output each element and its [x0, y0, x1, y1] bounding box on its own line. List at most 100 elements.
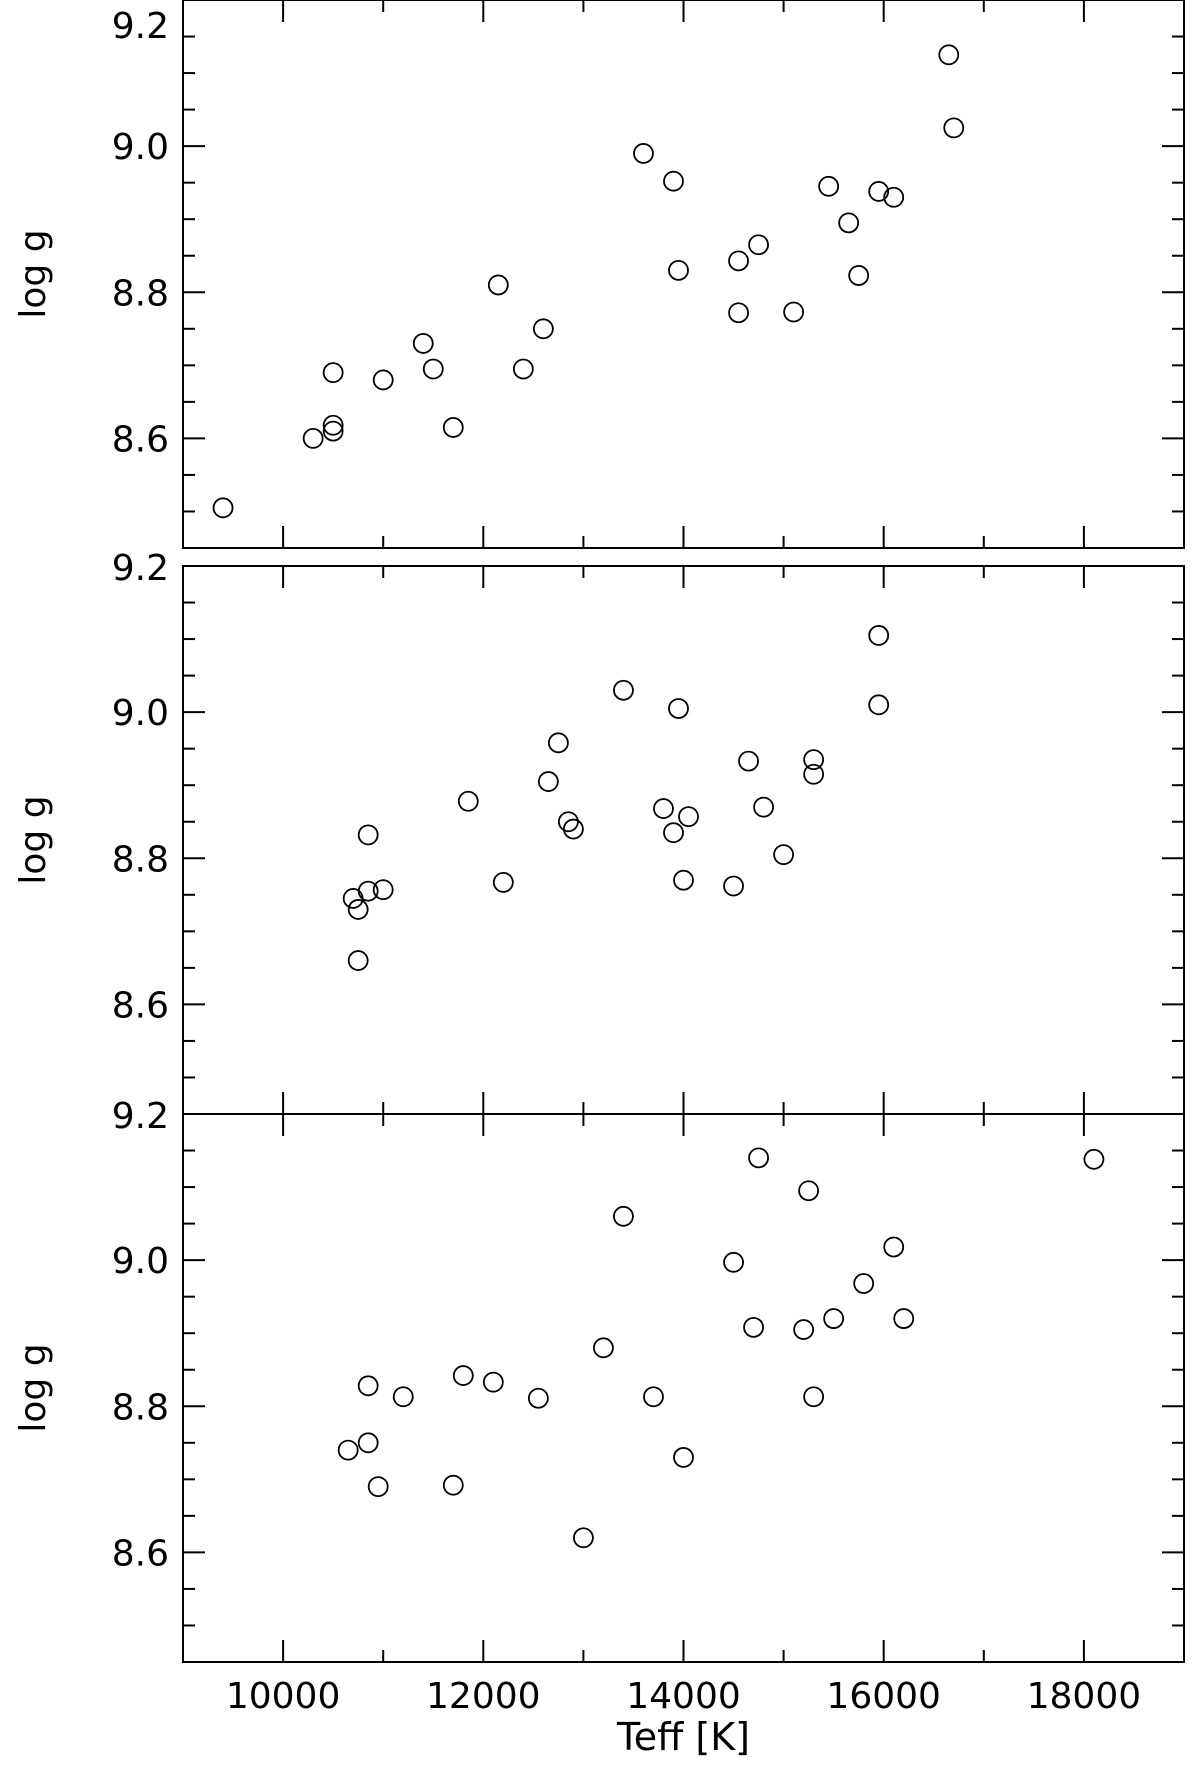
panel-frame	[182, 1113, 1185, 1663]
data-point	[883, 1236, 905, 1258]
data-point	[798, 1180, 820, 1202]
data-point	[818, 175, 840, 197]
data-point	[653, 798, 674, 819]
data-point	[342, 888, 364, 909]
data-point	[532, 318, 554, 340]
data-point	[793, 1319, 815, 1340]
data-point	[452, 1365, 474, 1386]
data-point	[803, 763, 825, 785]
data-point	[357, 880, 379, 902]
y-tick-label-top: 9.2	[112, 6, 169, 47]
data-point	[803, 749, 825, 771]
data-point	[392, 1386, 414, 1408]
data-point	[593, 1337, 614, 1359]
data-point	[322, 420, 344, 442]
data-point	[868, 181, 890, 202]
x-tick-label: 14000	[626, 1676, 741, 1717]
y-tick-label: 9.0	[112, 1241, 169, 1282]
data-point	[422, 358, 444, 380]
data-point	[492, 871, 514, 893]
data-point	[337, 1439, 359, 1461]
data-point	[728, 250, 749, 272]
data-point	[783, 301, 805, 323]
data-point	[357, 1375, 379, 1397]
y-tick-label: 8.8	[112, 839, 169, 880]
data-point	[347, 899, 369, 920]
data-point	[1083, 1148, 1105, 1170]
data-point	[938, 44, 960, 66]
data-point	[748, 234, 769, 256]
y-tick-label-top: 9.2	[112, 548, 169, 589]
y-axis-label: log g	[13, 229, 54, 318]
data-point	[212, 497, 234, 519]
data-point	[673, 1447, 694, 1468]
data-point	[743, 1316, 764, 1338]
y-tick-label: 8.6	[112, 419, 169, 460]
x-tick-label: 12000	[426, 1676, 541, 1717]
y-tick-label: 8.6	[112, 1533, 169, 1574]
data-point	[573, 1527, 594, 1549]
panel-2: 8.6 8.8 9.0 9.2 log g	[13, 548, 1185, 1115]
panel-3: 8.6 8.8 9.0 9.2 log g 10000 12000 14000 16000 180…	[13, 1096, 1185, 1759]
y-tick-label: 9.0	[112, 127, 169, 168]
data-point	[527, 1387, 549, 1409]
data-point	[613, 1205, 634, 1227]
data-point	[943, 117, 965, 139]
y-tick-label-top: 9.2	[112, 1096, 169, 1137]
y-tick-label: 8.8	[112, 1387, 169, 1428]
data-point	[868, 625, 890, 646]
data-point	[643, 1386, 664, 1408]
data-point	[748, 1147, 769, 1169]
data-point	[678, 806, 699, 828]
data-point	[347, 950, 369, 971]
data-point	[482, 1371, 504, 1393]
data-point	[442, 417, 464, 438]
data-point	[302, 427, 324, 449]
data-point	[668, 698, 689, 719]
data-point	[848, 265, 870, 286]
data-point	[322, 362, 344, 384]
data-point	[673, 869, 694, 891]
data-point	[372, 369, 394, 391]
panel-frame	[182, 0, 1185, 549]
data-point	[633, 143, 654, 164]
x-axis-label: Teff [K]	[616, 1715, 750, 1759]
data-point	[853, 1273, 875, 1294]
x-tick-label: 18000	[1027, 1676, 1142, 1717]
data-point	[663, 822, 684, 844]
data-point	[728, 302, 749, 324]
data-point	[893, 1308, 915, 1329]
data-point	[738, 750, 759, 772]
data-point	[557, 811, 579, 833]
x-tick-label: 16000	[826, 1676, 941, 1717]
data-point	[613, 679, 634, 701]
data-point	[512, 358, 534, 380]
data-point	[487, 274, 509, 296]
y-tick-label: 8.6	[112, 985, 169, 1026]
data-point	[372, 879, 394, 901]
data-point	[838, 212, 860, 234]
data-point	[547, 732, 569, 754]
data-point	[753, 796, 774, 818]
panel-1: 8.6 8.8 9.0 9.2 log g	[13, 0, 1185, 549]
data-point	[412, 333, 434, 354]
y-axis-label: log g	[13, 795, 54, 884]
data-point	[823, 1308, 845, 1329]
data-point	[562, 818, 584, 840]
data-point	[357, 1432, 379, 1454]
data-point	[868, 694, 890, 716]
data-point	[663, 170, 684, 192]
data-point	[457, 790, 479, 812]
data-point	[357, 824, 379, 846]
x-tick-label: 10000	[226, 1676, 341, 1717]
y-tick-label: 9.0	[112, 693, 169, 734]
data-point	[367, 1476, 389, 1498]
data-point	[322, 414, 344, 436]
data-point	[537, 771, 559, 792]
data-point	[773, 844, 794, 866]
data-point	[803, 1386, 825, 1408]
data-point	[723, 1251, 744, 1273]
y-axis-label: log g	[13, 1343, 54, 1432]
